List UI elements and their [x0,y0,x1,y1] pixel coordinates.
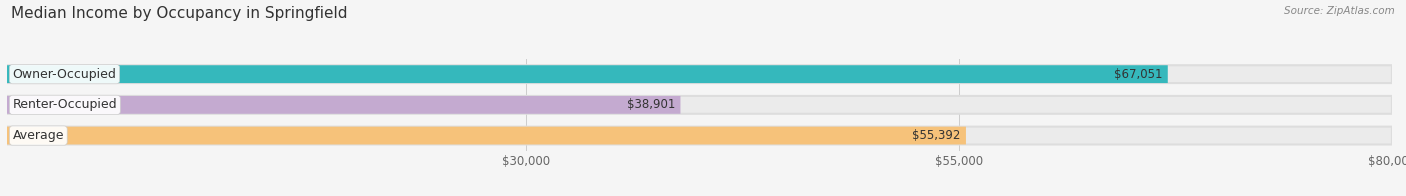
Text: Source: ZipAtlas.com: Source: ZipAtlas.com [1284,6,1395,16]
Text: $67,051: $67,051 [1114,68,1163,81]
FancyBboxPatch shape [7,65,1392,83]
Text: Owner-Occupied: Owner-Occupied [13,68,117,81]
FancyBboxPatch shape [7,96,1392,114]
Text: Average: Average [13,129,65,142]
FancyBboxPatch shape [7,127,1392,144]
FancyBboxPatch shape [7,65,1168,83]
Text: $38,901: $38,901 [627,98,675,111]
Text: Renter-Occupied: Renter-Occupied [13,98,117,111]
FancyBboxPatch shape [7,96,681,114]
Text: Median Income by Occupancy in Springfield: Median Income by Occupancy in Springfiel… [11,6,347,21]
Text: $55,392: $55,392 [912,129,960,142]
FancyBboxPatch shape [7,127,966,144]
